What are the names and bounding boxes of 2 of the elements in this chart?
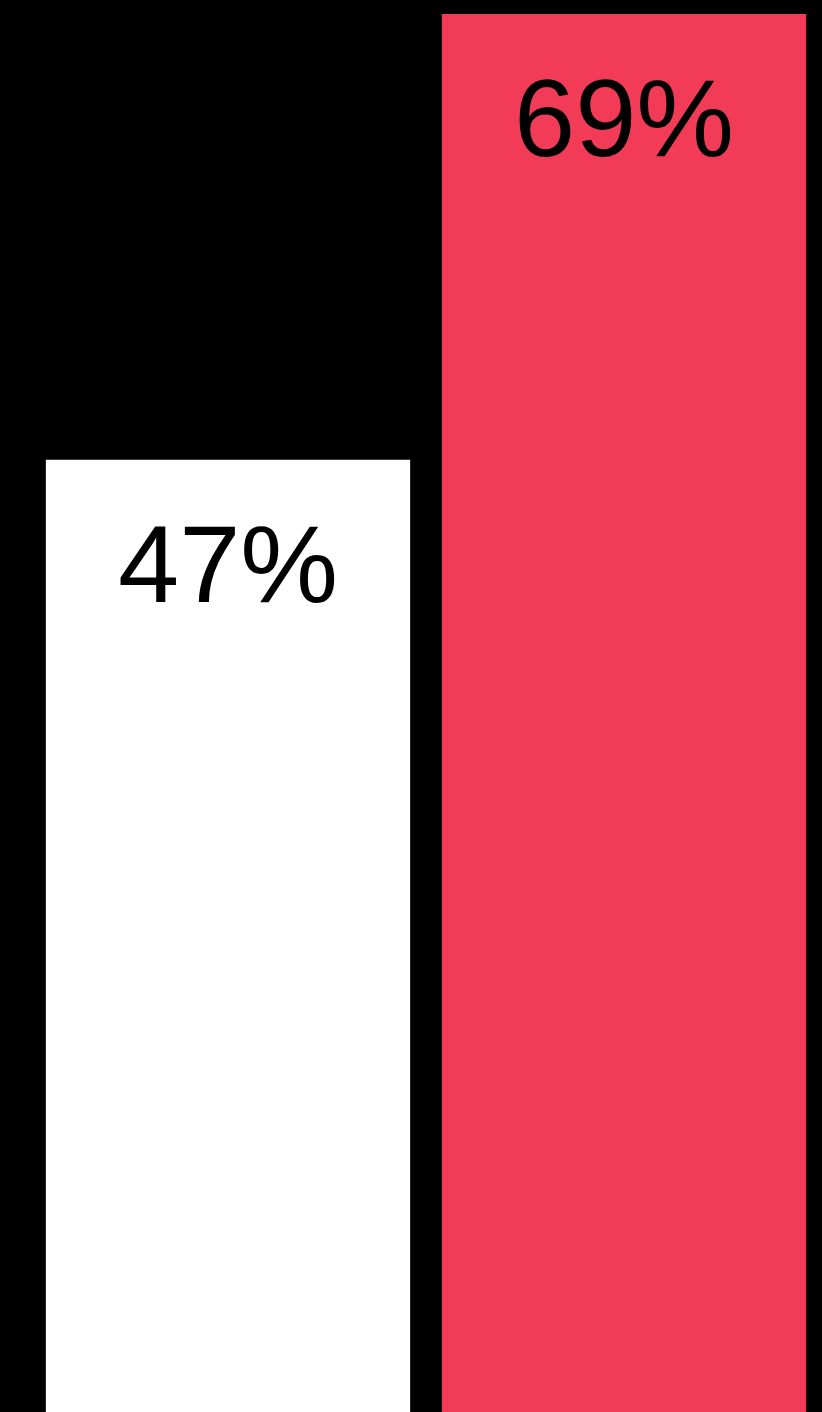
data-label: 47%	[118, 502, 339, 625]
data-label: 69%	[514, 56, 735, 179]
